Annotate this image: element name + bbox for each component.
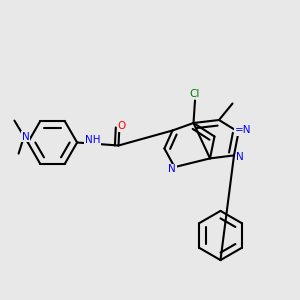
Text: N: N (168, 164, 176, 175)
Text: =N: =N (235, 125, 251, 136)
Text: NH: NH (85, 135, 100, 145)
Text: N: N (236, 152, 244, 162)
Text: N: N (22, 131, 29, 142)
Text: Cl: Cl (190, 89, 200, 99)
Text: O: O (118, 121, 126, 131)
